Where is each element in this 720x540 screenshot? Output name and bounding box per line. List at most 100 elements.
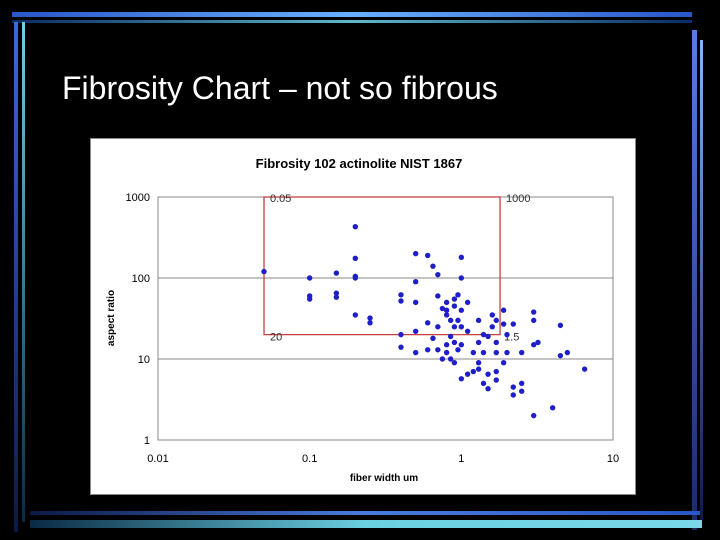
data-point	[530, 317, 537, 324]
data-point	[352, 255, 359, 262]
data-point	[455, 347, 461, 353]
data-point	[530, 412, 537, 419]
data-point	[435, 347, 441, 353]
data-point	[480, 380, 487, 387]
frame-bar-left-inner	[22, 22, 25, 522]
data-point	[412, 328, 419, 334]
data-point	[412, 299, 419, 306]
data-point	[447, 333, 454, 340]
data-point	[581, 366, 588, 372]
gridlines	[158, 196, 613, 441]
y-axis-label: aspect ratio	[106, 290, 117, 346]
data-point	[435, 324, 441, 330]
data-point	[458, 275, 465, 281]
data-point	[480, 349, 487, 356]
data-point	[530, 342, 537, 348]
data-point	[510, 321, 516, 327]
chart-panel: Fibrosity 102 actinolite NIST 1867 fiber…	[90, 138, 636, 495]
chart-title: Fibrosity 102 actinolite NIST 1867	[256, 156, 463, 171]
data-point	[439, 305, 446, 312]
data-point	[480, 331, 487, 338]
data-point	[261, 268, 267, 275]
data-point	[306, 275, 313, 281]
y-tick-label-2: 100	[132, 273, 150, 285]
data-point	[458, 307, 465, 313]
x-axis-label: fiber width um	[350, 473, 418, 484]
frame-bar-right	[692, 30, 697, 530]
data-point	[485, 371, 491, 377]
data-point	[489, 324, 495, 330]
data-point	[455, 317, 461, 324]
data-point	[470, 368, 477, 375]
frame-bar-bottom-inner	[30, 520, 702, 528]
data-point	[412, 279, 419, 285]
data-point	[398, 331, 404, 338]
data-point	[557, 322, 564, 329]
data-point	[443, 299, 450, 306]
data-points	[261, 223, 588, 419]
data-point	[557, 352, 564, 359]
x-tick-label-3: 10	[607, 453, 619, 465]
data-point	[458, 324, 465, 330]
data-point	[398, 344, 404, 350]
data-point	[447, 317, 454, 324]
plot-area-border	[157, 196, 614, 441]
data-point	[443, 342, 450, 348]
data-point	[500, 360, 507, 366]
data-point	[458, 376, 465, 382]
data-point	[367, 320, 373, 326]
data-point	[475, 317, 482, 324]
data-point	[500, 321, 507, 327]
data-point	[518, 349, 525, 356]
region-rectangle	[263, 196, 501, 336]
data-point	[510, 392, 516, 398]
data-point	[367, 315, 373, 321]
data-point	[443, 312, 450, 318]
x-tick-label-2: 1	[458, 453, 464, 465]
data-point	[475, 366, 482, 372]
data-point	[412, 250, 419, 257]
data-point	[458, 342, 465, 348]
frame-bar-top-inner	[12, 20, 692, 23]
y-tick-label-3: 1000	[126, 192, 150, 204]
data-point	[485, 385, 491, 392]
data-point	[451, 339, 458, 346]
data-point	[493, 317, 499, 324]
x-tick-label-1: 0.1	[302, 453, 317, 465]
data-point	[493, 349, 499, 356]
data-point	[443, 349, 450, 356]
data-point	[464, 328, 471, 334]
data-point	[451, 360, 458, 366]
data-point	[451, 303, 458, 309]
data-point	[412, 349, 419, 356]
data-point	[447, 356, 454, 362]
data-point	[530, 309, 537, 315]
y-tick-label-0: 1	[144, 435, 150, 447]
data-point	[352, 275, 359, 281]
region-label-1: 1000	[506, 193, 530, 205]
data-point	[424, 252, 431, 259]
data-point	[475, 360, 482, 366]
data-point	[535, 339, 541, 346]
data-point	[464, 371, 471, 377]
data-point	[489, 312, 495, 318]
data-point	[306, 296, 313, 302]
region-label-2: 20	[270, 332, 282, 344]
data-point	[424, 347, 431, 353]
data-point	[424, 320, 431, 326]
data-point	[493, 339, 499, 346]
data-point	[443, 307, 450, 313]
frame-bar-top	[12, 12, 692, 17]
data-point	[518, 388, 525, 394]
data-point	[458, 254, 465, 261]
data-point	[504, 349, 510, 356]
data-point	[333, 290, 340, 296]
data-point	[500, 307, 507, 313]
data-point	[398, 292, 404, 298]
data-point	[398, 298, 404, 304]
frame-bar-right-inner	[700, 40, 703, 520]
data-point	[504, 331, 510, 338]
data-point	[352, 312, 359, 318]
y-tick-label-1: 10	[138, 354, 150, 366]
